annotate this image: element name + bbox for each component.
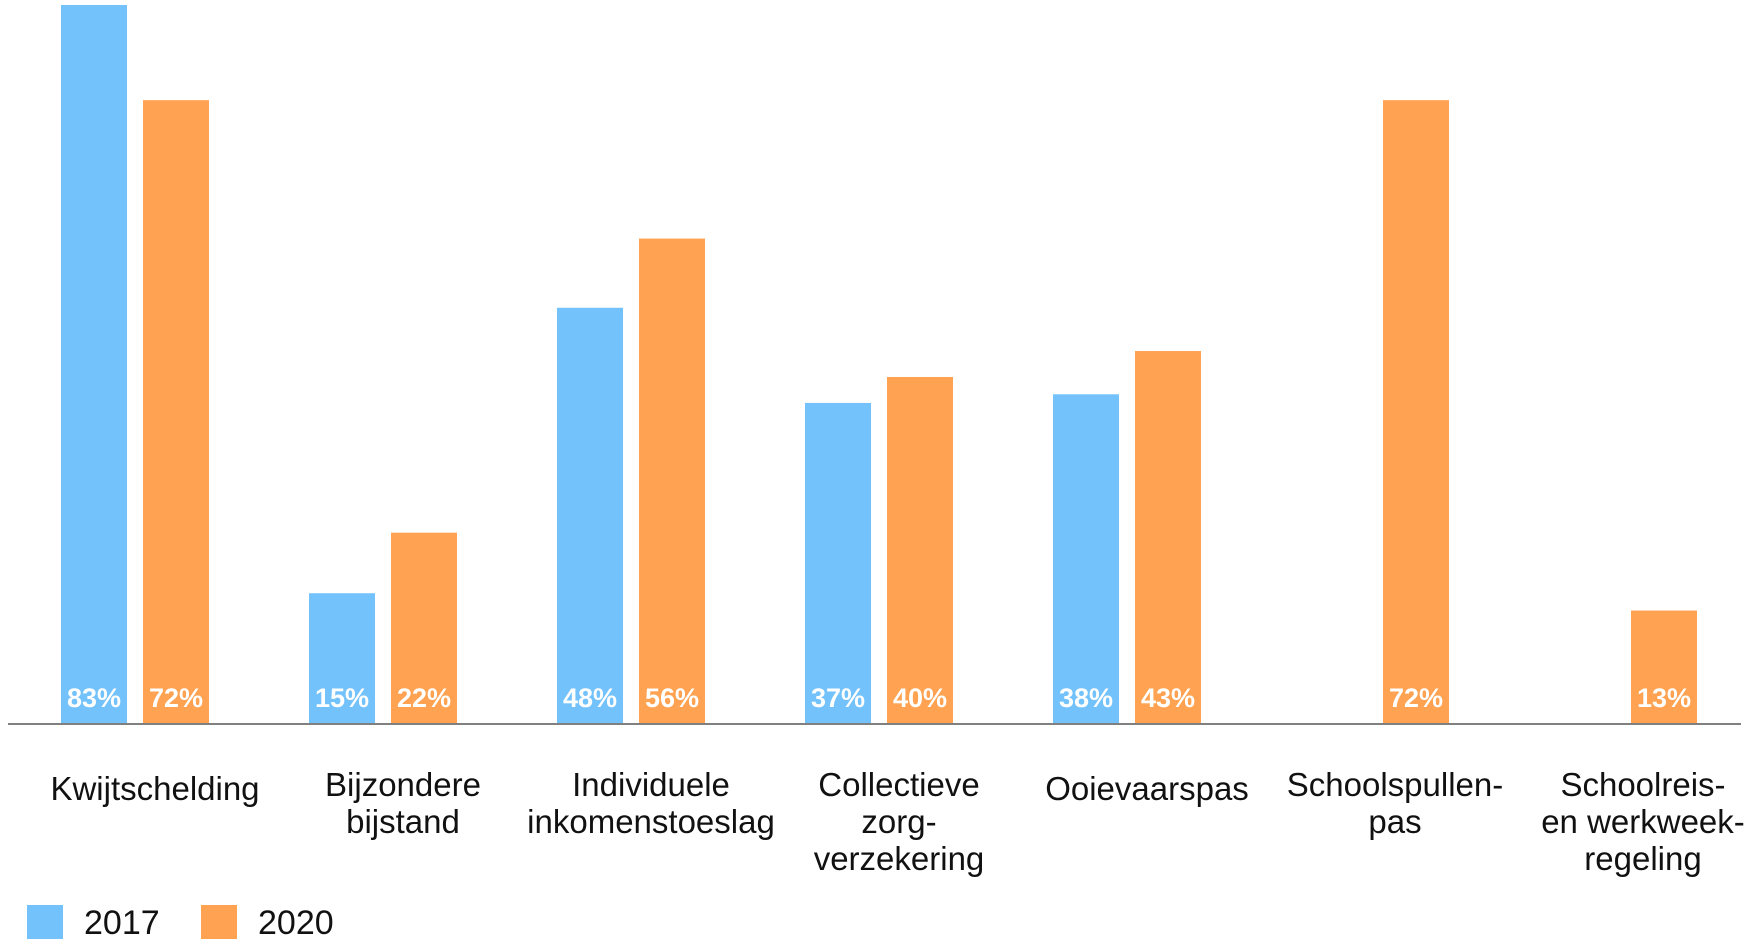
bar-value-label: 48% [563,683,617,713]
bar-value-label: 43% [1141,683,1195,713]
bar-2020-3 [887,376,953,723]
bar-2020-1 [391,532,457,723]
bar-value-label: 13% [1637,683,1691,713]
bar-2017-1 [309,593,375,723]
category-label: Ooievaarspas [1045,770,1249,807]
category-label: Bijzondere [325,766,481,803]
bar-2020-2 [639,238,705,723]
bars-group [61,5,1697,724]
category-label: inkomenstoeslag [527,803,775,840]
bar-2017-0 [61,5,127,723]
legend-label-2020: 2020 [258,904,334,942]
legend: 2017 2020 [27,904,334,942]
bar-2020-5 [1383,100,1449,724]
category-label: Kwijtschelding [50,770,259,807]
category-label: Collectieve [818,766,979,803]
bar-2017-2 [557,307,623,723]
bar-value-label: 72% [149,683,203,713]
category-label: regeling [1584,840,1701,877]
category-label: verzekering [814,840,985,877]
bar-2017-4 [1053,394,1119,723]
bar-value-label: 38% [1059,683,1113,713]
category-label: Schoolreis- [1560,766,1725,803]
bar-2020-6 [1631,610,1697,723]
bar-value-label: 37% [811,683,865,713]
bar-value-label: 15% [315,683,369,713]
category-label: bijstand [346,803,460,840]
category-label: zorg- [861,803,936,840]
legend-swatch-2017 [27,905,63,939]
bar-2020-0 [143,100,209,724]
bar-2017-3 [805,402,871,723]
bar-value-label: 72% [1389,683,1443,713]
bar-2020-4 [1135,351,1201,723]
legend-label-2017: 2017 [84,904,160,942]
bar-value-label: 56% [645,683,699,713]
category-label: Schoolspullen- [1287,766,1503,803]
bar-value-label: 22% [397,683,451,713]
bar-value-label: 40% [893,683,947,713]
category-label: en werkweek- [1541,803,1745,840]
bar-labels-group: 83% 72% 15% 22% 48% 56% 37% 40% 38% 43% 72% 13% [67,683,1691,713]
category-label: Individuele [572,766,730,803]
bar-value-label: 83% [67,683,121,713]
legend-swatch-2020 [201,905,237,939]
category-label: pas [1368,803,1421,840]
